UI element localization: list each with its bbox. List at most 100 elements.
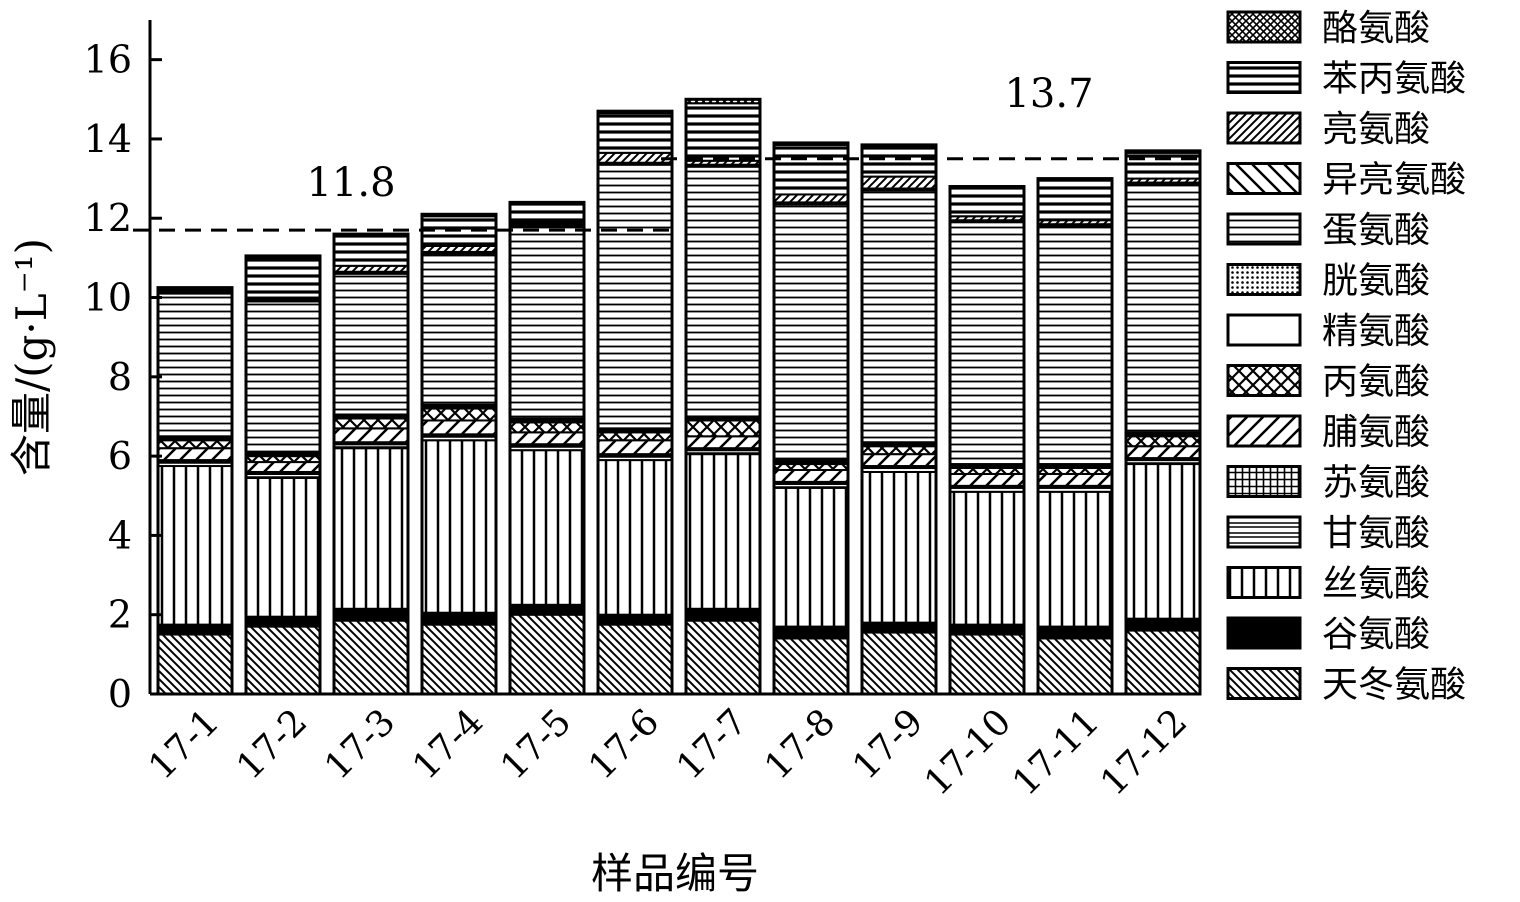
bar-segment-17-7-s0 bbox=[685, 619, 761, 696]
legend-label-13: 天冬氨酸 bbox=[1322, 665, 1466, 706]
average-label-1: 13.7 bbox=[1004, 71, 1093, 117]
bar-segment-17-5-s6 bbox=[509, 421, 585, 434]
legend-item-5: 胱氨酸 bbox=[1226, 261, 1430, 302]
bar-segment-17-2-s9 bbox=[245, 300, 321, 454]
x-tick-label-17-8: 17-8 bbox=[757, 701, 843, 787]
x-tick-label-17-10: 17-10 bbox=[917, 701, 1019, 803]
bar-segment-17-5-s12 bbox=[509, 203, 585, 224]
bar-segment-17-4-s9 bbox=[421, 252, 497, 406]
y-tick-label-12: 12 bbox=[84, 196, 132, 240]
bar-segment-17-3-s1 bbox=[333, 607, 409, 622]
x-tick-label-17-2: 17-2 bbox=[229, 701, 315, 787]
bar-segment-17-7-s5 bbox=[685, 435, 761, 450]
legend-item-12: 谷氨酸 bbox=[1226, 614, 1430, 655]
legend-label-6: 精氨酸 bbox=[1322, 311, 1430, 352]
bar-segment-17-3-s0 bbox=[333, 619, 409, 696]
bar-segment-17-7-s1 bbox=[685, 607, 761, 622]
legend-label-1: 苯丙氨酸 bbox=[1322, 59, 1466, 100]
average-label-0: 11.8 bbox=[306, 160, 395, 206]
bar-segment-17-12-s5 bbox=[1125, 445, 1201, 460]
legend-label-7: 丙氨酸 bbox=[1322, 362, 1430, 403]
bar-segment-17-12-s2 bbox=[1125, 463, 1201, 620]
bar-segment-17-10-s1 bbox=[949, 623, 1025, 636]
bar-segment-17-1-s0 bbox=[157, 633, 233, 696]
bar-segment-17-8-s9 bbox=[773, 203, 849, 462]
bar-segment-17-6-s0 bbox=[597, 623, 673, 696]
legend-label-8: 脯氨酸 bbox=[1322, 412, 1430, 453]
bar-stack-17-7 bbox=[684, 97, 762, 696]
bar-segment-17-12-s1 bbox=[1125, 617, 1201, 632]
x-axis-title: 样品编号 bbox=[591, 849, 759, 898]
legend-swatch-4 bbox=[1226, 212, 1302, 246]
bar-segment-17-3-s9 bbox=[333, 272, 409, 416]
legend-swatch-12 bbox=[1226, 616, 1302, 650]
legend-swatch-9 bbox=[1226, 465, 1302, 498]
legend-item-4: 蛋氨酸 bbox=[1226, 210, 1430, 251]
legend-item-8: 脯氨酸 bbox=[1226, 412, 1430, 453]
y-tick-label-10: 10 bbox=[84, 276, 132, 320]
bar-segment-17-10-s5 bbox=[949, 472, 1025, 487]
bar-segment-17-8-s0 bbox=[773, 637, 849, 696]
bar-segment-17-7-s6 bbox=[685, 419, 761, 438]
bar-segment-17-3-s12 bbox=[333, 235, 409, 267]
y-tick-label-6: 6 bbox=[108, 434, 132, 478]
bar-segment-17-9-s5 bbox=[861, 453, 937, 468]
bar-segment-17-8-s1 bbox=[773, 625, 849, 640]
x-tick-label-17-7: 17-7 bbox=[669, 701, 755, 787]
bar-segment-17-6-s11 bbox=[597, 151, 673, 164]
bar-segment-17-5-s0 bbox=[509, 613, 585, 695]
bar-segment-17-8-s5 bbox=[773, 468, 849, 483]
bar-segment-17-6-s9 bbox=[597, 163, 673, 430]
x-tick-label-17-6: 17-6 bbox=[581, 701, 667, 787]
x-tick-label-17-4: 17-4 bbox=[405, 701, 491, 787]
x-tick-label-17-3: 17-3 bbox=[317, 701, 403, 787]
bar-stack-17-6 bbox=[596, 109, 674, 696]
bar-segment-17-9-s6 bbox=[861, 445, 937, 456]
bar-segment-17-11-s12 bbox=[1037, 179, 1113, 222]
bar-segment-17-10-s12 bbox=[949, 187, 1025, 218]
bar-segment-17-1-s6 bbox=[157, 439, 233, 450]
legend-swatch-2 bbox=[1226, 111, 1302, 145]
legend-label-3: 异亮氨酸 bbox=[1322, 160, 1466, 201]
bar-stack-17-9 bbox=[860, 143, 938, 696]
x-tick-label-17-12: 17-12 bbox=[1093, 701, 1195, 803]
legend-item-11: 丝氨酸 bbox=[1226, 564, 1430, 605]
bar-segment-17-9-s12 bbox=[861, 145, 937, 178]
bar-segment-17-5-s9 bbox=[509, 225, 585, 420]
legend-label-9: 苏氨酸 bbox=[1322, 463, 1430, 504]
bar-segment-17-11-s2 bbox=[1037, 490, 1113, 628]
bar-segment-17-1-s9 bbox=[157, 292, 233, 438]
bar-segment-17-11-s0 bbox=[1037, 637, 1113, 696]
legend-swatch-8 bbox=[1226, 414, 1302, 448]
bar-segment-17-2-s0 bbox=[245, 625, 321, 695]
bar-segment-17-4-s5 bbox=[421, 419, 497, 436]
bar-stack-17-12 bbox=[1124, 149, 1202, 696]
legend-item-9: 苏氨酸 bbox=[1226, 463, 1430, 504]
bar-segment-17-12-s12 bbox=[1125, 151, 1201, 180]
bar-segment-17-12-s6 bbox=[1125, 435, 1201, 448]
bar-segment-17-5-s1 bbox=[509, 603, 585, 616]
legend-label-12: 谷氨酸 bbox=[1322, 614, 1430, 655]
bar-segment-17-6-s2 bbox=[597, 459, 673, 616]
bar-segment-17-12-s9 bbox=[1125, 183, 1201, 434]
legend-item-0: 酪氨酸 bbox=[1226, 8, 1430, 49]
legend-label-10: 甘氨酸 bbox=[1322, 513, 1430, 554]
legend-item-7: 丙氨酸 bbox=[1226, 362, 1430, 403]
bar-stack-17-2 bbox=[244, 254, 322, 696]
bar-segment-17-2-s1 bbox=[245, 615, 321, 628]
bar-segment-17-7-s9 bbox=[685, 165, 761, 418]
bar-segment-17-4-s1 bbox=[421, 611, 497, 626]
bar-stack-17-3 bbox=[332, 232, 410, 696]
reference-lines-layer: 11.8 13.7 bbox=[133, 71, 1200, 232]
bar-stack-17-5 bbox=[508, 200, 586, 696]
legend-item-13: 天冬氨酸 bbox=[1226, 665, 1466, 706]
bar-segment-17-6-s1 bbox=[597, 613, 673, 626]
bar-segment-17-8-s11 bbox=[773, 193, 849, 204]
x-tick-label-17-5: 17-5 bbox=[493, 701, 579, 787]
bar-stack-17-8 bbox=[772, 141, 850, 696]
y-tick-label-4: 4 bbox=[108, 513, 132, 557]
legend-swatch-7 bbox=[1226, 364, 1302, 397]
legend-item-6: 精氨酸 bbox=[1226, 311, 1430, 352]
bar-segment-17-2-s5 bbox=[245, 461, 321, 473]
